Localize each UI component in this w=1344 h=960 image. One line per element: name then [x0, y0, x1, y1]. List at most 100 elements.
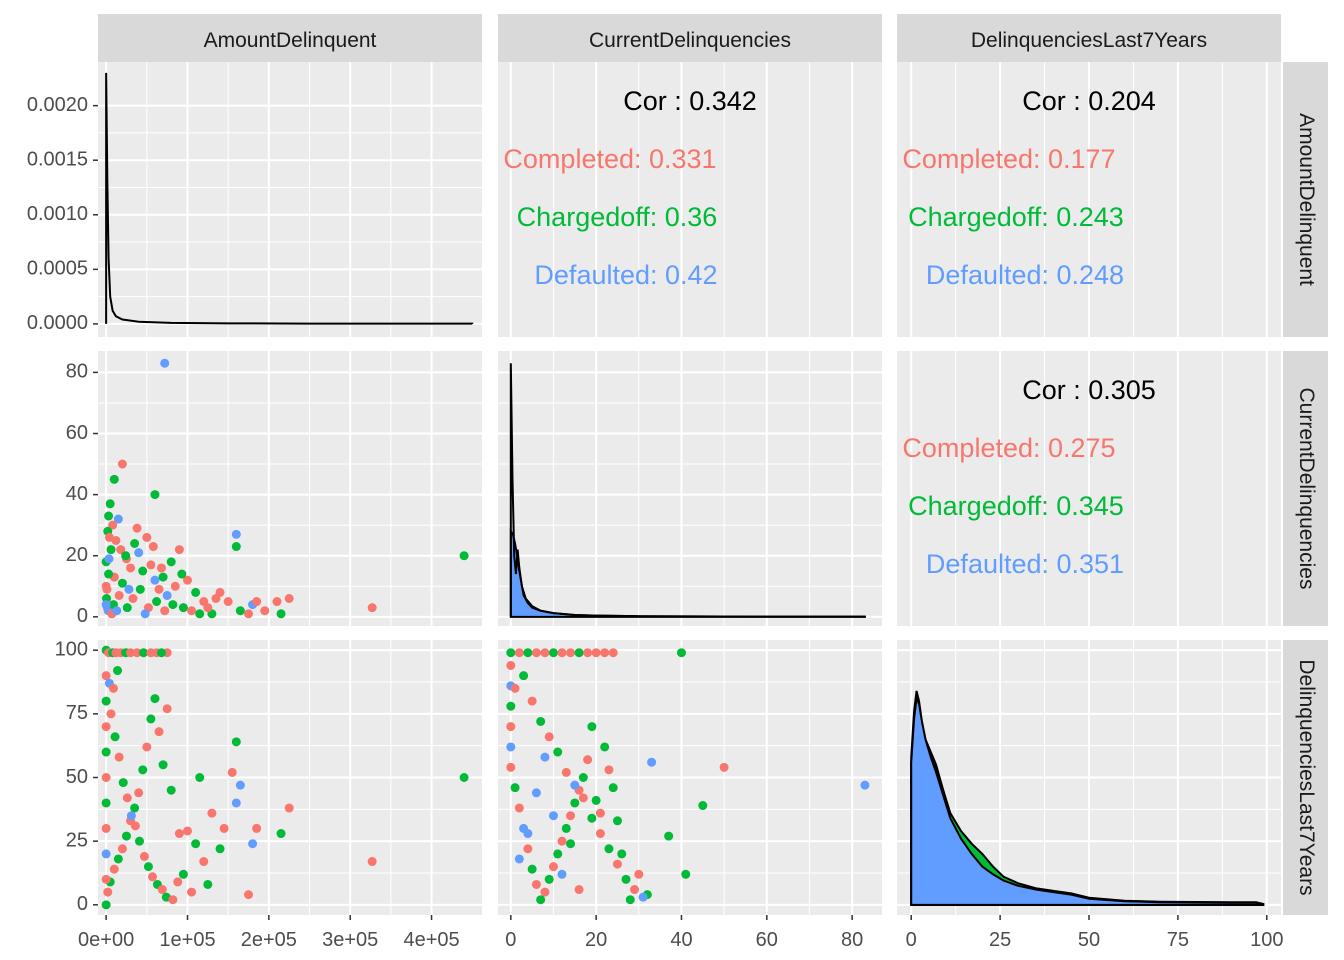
scatter-point-chargedoff — [117, 578, 127, 588]
scatter-point-defaulted — [162, 590, 172, 600]
scatter-point-chargedoff — [121, 551, 131, 561]
y-axis-2: 0 25 50 75 100 — [55, 638, 98, 915]
scatter-point-completed — [367, 857, 377, 867]
strip-right-label: AmountDelinquent — [1295, 113, 1318, 286]
scatter-point-chargedoff — [143, 862, 153, 872]
scatter-point-defaulted — [557, 869, 567, 879]
scatter-point-chargedoff — [178, 603, 188, 613]
scatter-point-chargedoff — [101, 696, 111, 706]
scatter-point-completed — [583, 648, 593, 658]
scatter-point-chargedoff — [110, 732, 120, 742]
y-tick-label: 20 — [66, 544, 88, 566]
scatter-point-chargedoff — [506, 701, 516, 711]
scatter-point-chargedoff — [166, 785, 176, 795]
scatter-point-completed — [199, 857, 209, 867]
scatter-point-chargedoff — [510, 783, 520, 793]
scatter-point-chargedoff — [109, 474, 119, 484]
scatter-point-completed — [142, 532, 152, 542]
scatter-point-completed — [595, 829, 605, 839]
scatter-point-completed — [162, 704, 172, 714]
panel-1-2 — [897, 351, 1281, 626]
scatter-point-chargedoff — [177, 569, 187, 579]
y-axis-1: 0 20 40 60 80 — [66, 361, 98, 627]
y-tick-label: 0.0000 — [27, 312, 88, 334]
scatter-point-completed — [514, 803, 524, 813]
scatter-point-completed — [130, 821, 140, 831]
y-tick-label: 0.0015 — [27, 148, 88, 170]
cor-defaulted: Defaulted: 0.248 — [926, 260, 1124, 290]
scatter-point-completed — [600, 648, 610, 658]
scatter-point-chargedoff — [574, 648, 584, 658]
x-tick-label: 25 — [989, 929, 1011, 951]
scatter-point-completed — [126, 563, 136, 573]
scatter-point-defaulted — [235, 780, 245, 790]
y-tick-label: 25 — [66, 829, 88, 851]
x-tick-label: 4e+05 — [403, 929, 459, 951]
scatter-point-chargedoff — [591, 795, 601, 805]
scatter-point-completed — [557, 648, 567, 658]
scatter-point-chargedoff — [553, 849, 563, 859]
panel-background — [498, 62, 882, 337]
scatter-point-completed — [122, 793, 132, 803]
y-tick-label: 0.0010 — [27, 203, 88, 225]
scatter-point-chargedoff — [158, 760, 168, 770]
x-tick-label: 0 — [906, 929, 917, 951]
scatter-point-completed — [566, 648, 576, 658]
scatter-point-defaulted — [523, 829, 533, 839]
cor-completed: Completed: 0.331 — [503, 144, 716, 174]
scatter-point-chargedoff — [138, 765, 148, 775]
scatter-point-defaulted — [104, 554, 114, 564]
scatter-point-completed — [510, 683, 520, 693]
scatter-point-completed — [284, 594, 294, 603]
scatter-point-completed — [168, 895, 178, 905]
scatter-point-chargedoff — [617, 849, 627, 859]
panel-1-1 — [498, 351, 882, 626]
scatter-point-defaulted — [638, 892, 648, 902]
scatter-point-completed — [506, 722, 516, 732]
scatter-point-chargedoff — [113, 666, 123, 676]
scatter-point-chargedoff — [139, 648, 149, 658]
y-tick-label: 0 — [77, 893, 88, 915]
scatter-point-completed — [244, 609, 254, 619]
x-tick-label: 0e+00 — [78, 929, 134, 951]
x-tick-label: 1e+05 — [159, 929, 215, 951]
scatter-point-completed — [117, 459, 127, 469]
x-tick-label: 2e+05 — [241, 929, 297, 951]
scatter-point-chargedoff — [536, 716, 546, 726]
scatter-point-defaulted — [860, 780, 870, 790]
scatter-point-chargedoff — [178, 869, 188, 879]
scatter-point-chargedoff — [544, 874, 554, 884]
scatter-point-defaulted — [231, 529, 241, 539]
scatter-point-chargedoff — [523, 648, 533, 658]
scatter-point-completed — [174, 829, 184, 839]
density-area-defaulted — [910, 695, 1265, 906]
cor-chargedoff: Chargedoff: 0.36 — [517, 202, 718, 232]
scatter-point-completed — [223, 597, 233, 607]
scatter-point-completed — [139, 851, 149, 861]
scatter-point-chargedoff — [135, 584, 145, 594]
strip-right-rect — [1283, 640, 1328, 915]
panel-background — [98, 351, 482, 626]
scatter-point-completed — [523, 844, 533, 854]
scatter-point-defaulted — [134, 548, 144, 558]
x-tick-label: 40 — [670, 929, 692, 951]
scatter-point-chargedoff — [276, 609, 286, 619]
scatter-point-chargedoff — [203, 879, 213, 889]
scatter-point-chargedoff — [587, 813, 597, 823]
scatter-point-chargedoff — [681, 869, 691, 879]
scatter-point-completed — [116, 545, 126, 555]
scatter-point-chargedoff — [156, 648, 166, 658]
scatter-point-chargedoff — [104, 511, 114, 521]
scatter-point-chargedoff — [134, 836, 144, 846]
scatter-point-completed — [111, 535, 121, 545]
scatter-point-completed — [506, 660, 516, 670]
x-tick-label: 75 — [1167, 929, 1189, 951]
scatter-point-completed — [252, 823, 262, 833]
y-tick-label: 100 — [55, 638, 88, 660]
scatter-point-chargedoff — [664, 831, 674, 841]
x-tick-label: 100 — [1250, 929, 1283, 951]
scatter-point-completed — [156, 563, 166, 573]
y-tick-label: 40 — [66, 483, 88, 505]
scatter-point-completed — [719, 762, 729, 772]
